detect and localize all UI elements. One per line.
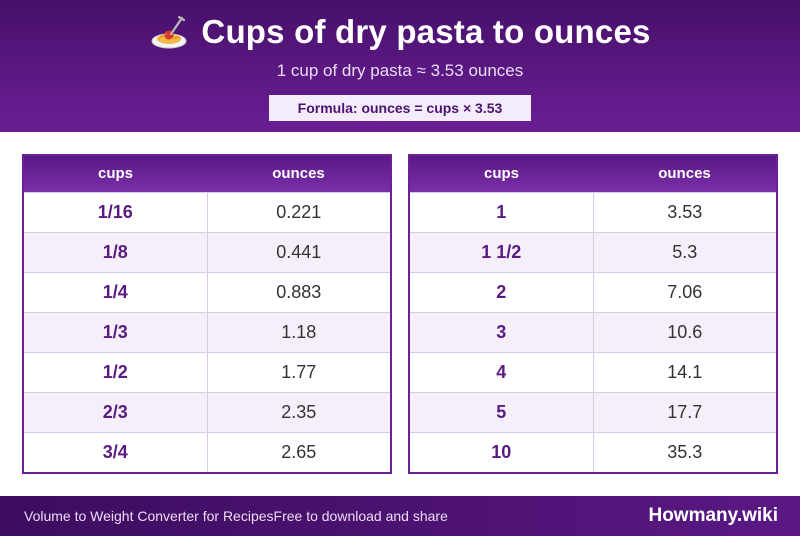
cups-cell: 10 — [410, 431, 594, 472]
cups-cell: 4 — [410, 351, 594, 392]
table-row: 1/4 0.883 — [24, 271, 390, 312]
column-header-cups: cups — [410, 156, 593, 192]
ounces-cell: 5.3 — [593, 231, 776, 272]
formula-badge: Formula: ounces = cups × 3.53 — [269, 95, 531, 121]
table-row: 1 1/2 5.3 — [410, 231, 776, 272]
column-header-ounces: ounces — [207, 156, 390, 192]
cups-cell: 1/4 — [24, 271, 208, 312]
ounces-cell: 17.7 — [593, 391, 776, 432]
ounces-cell: 14.1 — [593, 351, 776, 392]
table-row: 4 14.1 — [410, 351, 776, 392]
page-title: Cups of dry pasta to ounces — [201, 13, 651, 50]
table-row: 2 7.06 — [410, 271, 776, 312]
footer-share-text: Free to download and share — [273, 508, 448, 524]
title-row: Cups of dry pasta to ounces — [0, 12, 800, 52]
column-header-ounces: ounces — [593, 156, 776, 192]
table-row: 3 10.6 — [410, 311, 776, 352]
column-header-cups: cups — [24, 156, 207, 192]
conversion-table-left: cups ounces 1/16 0.221 1/8 0.441 1/4 0.883 … — [22, 154, 392, 474]
cups-cell: 1/3 — [24, 311, 208, 352]
ounces-cell: 1.18 — [207, 311, 390, 352]
ounces-cell: 0.221 — [207, 191, 390, 232]
table-row: 1/16 0.221 — [24, 191, 390, 232]
header: Cups of dry pasta to ounces 1 cup of dry… — [0, 0, 800, 132]
cups-cell: 5 — [410, 391, 594, 432]
table: cups ounces 1/16 0.221 1/8 0.441 1/4 0.883 … — [24, 156, 390, 472]
table-row: 10 35.3 — [410, 431, 776, 472]
table-row: 1/8 0.441 — [24, 231, 390, 272]
cups-cell: 1/2 — [24, 351, 208, 392]
cups-cell: 2/3 — [24, 391, 208, 432]
table-header-row: cups ounces — [410, 156, 776, 192]
table-row: 5 17.7 — [410, 391, 776, 432]
cups-cell: 3/4 — [24, 431, 208, 472]
spaghetti-icon — [151, 15, 187, 49]
table-row: 1 3.53 — [410, 191, 776, 232]
ounces-cell: 1.77 — [207, 351, 390, 392]
table-row: 1/2 1.77 — [24, 351, 390, 392]
table-row: 3/4 2.65 — [24, 431, 390, 472]
table-header-row: cups ounces — [24, 156, 390, 192]
cups-cell: 1/8 — [24, 231, 208, 272]
ounces-cell: 0.441 — [207, 231, 390, 272]
ounces-cell: 0.883 — [207, 271, 390, 312]
ounces-cell: 3.53 — [593, 191, 776, 232]
footer-converter-link[interactable]: Volume to Weight Converter for Recipes — [24, 508, 274, 524]
cups-cell: 1/16 — [24, 191, 208, 232]
conversion-table-right: cups ounces 1 3.53 1 1/2 5.3 2 7.06 3 10.6 4… — [408, 154, 778, 474]
ounces-cell: 10.6 — [593, 311, 776, 352]
brand-logo-link[interactable]: Howmany.wiki — [648, 505, 778, 526]
ounces-cell: 2.65 — [207, 431, 390, 472]
ounces-cell: 35.3 — [593, 431, 776, 472]
table-row: 2/3 2.35 — [24, 391, 390, 432]
cups-cell: 1 — [410, 191, 594, 232]
ounces-cell: 7.06 — [593, 271, 776, 312]
cups-cell: 2 — [410, 271, 594, 312]
cups-cell: 1 1/2 — [410, 231, 594, 272]
page-subtitle: 1 cup of dry pasta ≈ 3.53 ounces — [276, 61, 524, 80]
table-row: 1/3 1.18 — [24, 311, 390, 352]
footer-tagline: Volume to Weight Converter for RecipesFr… — [24, 508, 448, 524]
footer: Volume to Weight Converter for RecipesFr… — [0, 496, 800, 536]
table: cups ounces 1 3.53 1 1/2 5.3 2 7.06 3 10.6 4… — [410, 156, 776, 472]
ounces-cell: 2.35 — [207, 391, 390, 432]
cups-cell: 3 — [410, 311, 594, 352]
